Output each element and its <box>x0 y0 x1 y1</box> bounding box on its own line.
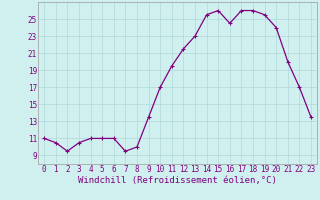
X-axis label: Windchill (Refroidissement éolien,°C): Windchill (Refroidissement éolien,°C) <box>78 176 277 185</box>
